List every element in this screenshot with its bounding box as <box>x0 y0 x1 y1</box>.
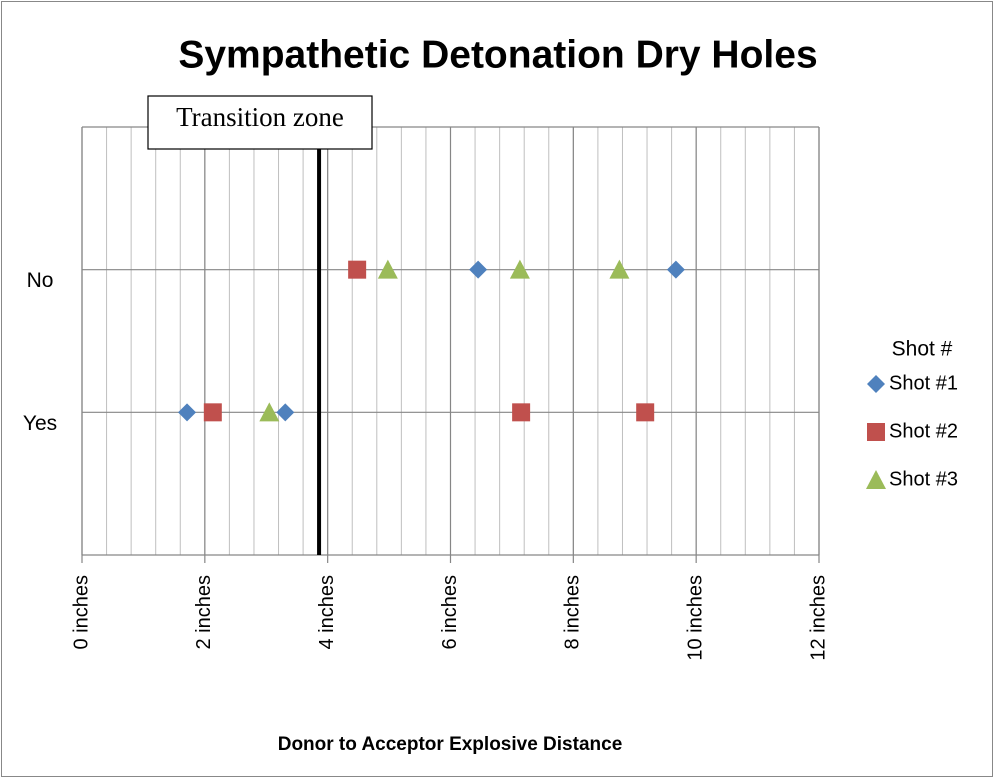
x-axis-title: Donor to Acceptor Explosive Distance <box>278 734 623 755</box>
x-tick-label: 4 inches <box>316 575 338 650</box>
point <box>348 260 367 279</box>
x-tick-label: 8 inches <box>562 575 584 650</box>
point <box>259 402 280 422</box>
point <box>609 259 630 279</box>
point <box>469 260 488 279</box>
legend-marker <box>867 423 885 441</box>
x-tick-label: 6 inches <box>439 575 461 650</box>
y-tick-label: Yes <box>23 412 57 435</box>
legend-title: Shot # <box>892 338 953 361</box>
point <box>666 260 685 279</box>
legend-marker <box>867 375 885 393</box>
y-tick-label: No <box>27 269 54 292</box>
legend-marker <box>866 470 886 489</box>
legend-label: Shot #1 <box>889 372 958 394</box>
x-tick-label: 12 inches <box>807 575 829 661</box>
x-tick-label: 10 inches <box>684 575 706 661</box>
point <box>512 403 531 422</box>
chart-title: Sympathetic Detonation Dry Holes <box>178 33 817 76</box>
annotation-box <box>147 95 373 150</box>
legend-label: Shot #3 <box>889 468 958 490</box>
point <box>636 403 655 422</box>
point <box>509 259 530 279</box>
legend-label: Shot #2 <box>889 420 958 442</box>
x-tick-label: 0 inches <box>70 575 92 650</box>
point <box>276 403 295 422</box>
x-tick-label: 2 inches <box>193 575 215 650</box>
point <box>203 403 222 422</box>
point <box>377 259 398 279</box>
point <box>178 403 197 422</box>
annotation-text: Transition zone <box>176 102 344 132</box>
